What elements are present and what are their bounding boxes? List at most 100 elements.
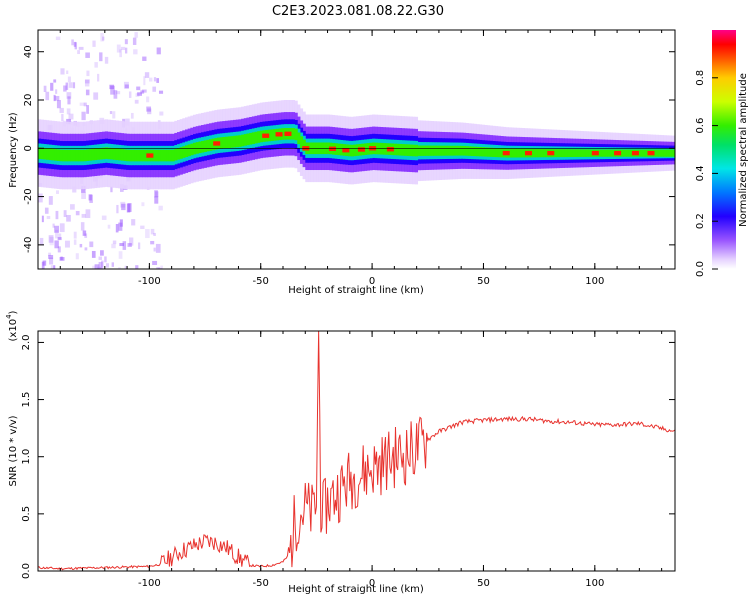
spectrogram-band-cell [48,148,52,161]
spectrogram-noise-cell [53,265,56,269]
snr-x-tick-label: 50 [477,578,490,589]
spectrogram-noise-cell [110,186,113,193]
spectrogram-noise-cell [70,204,75,210]
spectrogram-noise-cell [72,186,77,193]
spectrogram-band-cell [158,149,162,162]
spectrogram-peak-cell [342,148,350,153]
spectrogram-band-cell [91,148,95,161]
spectrogram-band-cell [468,146,472,156]
spectrogram-noise-cell [102,36,105,41]
spectrogram-band-cell [382,143,386,155]
spectrogram-band-cell [671,149,675,157]
spectrogram-band-cell [668,149,672,157]
spectrogram-band-cell [75,149,79,162]
spectrogram-band-cell [51,148,55,161]
spectrogram-band-cell [577,149,582,157]
spectrogram-band-cell [222,136,226,149]
spectrogram-noise-cell [79,102,85,106]
spectrogram-peak-cell [146,153,154,158]
spectrogram-noise-cell [61,113,64,122]
spectrogram-noise-cell [94,62,98,68]
spectrogram-band-cell [452,145,456,156]
spectrogram-noise-cell [112,111,116,119]
spectrogram-noise-cell [129,237,134,246]
spectrogram-noise-cell [101,215,107,220]
spectrogram-band-cell [198,141,202,154]
spectrogram-band-cell [96,148,100,160]
spectrogram-x-tick-label: 100 [585,276,604,287]
spectrogram-noise-cell [88,194,92,201]
snr-y-tick-label: 1.5 [21,392,32,408]
colorbar-tick-label: 0.8 [695,70,706,86]
spectrogram-noise-cell [105,263,110,268]
spectrogram-noise-cell [115,91,121,95]
spectrogram-band-cell [569,149,574,158]
spectrogram-band-cell [607,149,611,157]
spectrogram-noise-cell [49,257,54,265]
snr-plot-area [38,331,675,571]
spectrogram-noise-cell [134,99,139,104]
spectrogram-band-cell [281,128,285,140]
spectrogram-noise-cell [97,266,102,269]
spectrogram-panel: -100 -50 0 50 100 -40 -20 0 20 40 Height of stra… [8,29,676,296]
spectrogram-band-cell [152,149,157,162]
colorbar-tick-label: 0.4 [695,165,706,181]
spectrogram-noise-cell [57,237,62,241]
spectrogram-noise-cell [141,89,147,93]
spectrogram-noise-cell [71,39,74,46]
spectrogram-band-cell [270,129,274,141]
spectrogram-noise-cell [83,102,87,107]
spectrogram-y-ticks: -40 -20 0 20 40 [23,45,675,253]
spectrogram-noise-cell [58,268,61,269]
spectrogram-band-cell [572,149,576,157]
spectrogram-noise-cell [38,193,43,203]
spectrogram-band-cell [553,149,558,158]
spectrogram-peak-cell [614,150,622,156]
spectrogram-noise-cell [124,265,127,269]
spectrogram-band-cell [78,149,82,162]
spectrogram-band-cell [521,148,525,158]
spectrogram-noise-cell [81,192,86,200]
snr-y-tick-label: 1.0 [21,449,32,465]
spectrogram-band-cell [334,143,338,155]
spectrogram-peak-cell [591,150,599,156]
spectrogram-band-cell [479,146,483,157]
spectrogram-noise-cell [72,82,76,89]
spectrogram-band-cell [481,147,485,157]
spectrogram-noise-cell [68,113,74,120]
spectrogram-noise-cell [135,93,140,97]
spectrogram-noise-cell [58,233,62,240]
spectrogram-band-cell [583,149,587,157]
snr-x-axis-label: Height of straight line (km) [288,584,424,595]
spectrogram-band-cell [225,136,229,149]
spectrogram-noise-cell [141,202,145,207]
spectrogram-noise-cell [156,78,160,83]
spectrogram-noise-cell [41,215,44,223]
spectrogram-band-cell [585,149,590,157]
snr-x-tick-label: -100 [138,578,161,589]
spectrogram-band-cell [642,149,646,157]
spectrogram-noise-cell [126,203,131,213]
spectrogram-noise-cell [84,80,90,87]
spectrogram-band-cell [54,149,58,161]
spectrogram-x-ticks: -100 -50 0 50 100 [59,30,663,287]
spectrogram-noise-cell [46,215,51,220]
spectrogram-band-cell [460,145,464,156]
spectrogram-band-cell [436,145,440,156]
spectrogram-noise-cell [146,106,152,112]
spectrogram-noise-cell [133,49,138,55]
snr-frame [37,330,676,572]
spectrogram-noise-cell [91,250,96,258]
spectrogram-band-cell [465,146,469,156]
spectrogram-noise-cell [59,107,64,113]
spectrogram-band-cell [575,149,579,157]
spectrogram-noise-cell [124,84,129,89]
spectrogram-band-cell [535,148,539,158]
spectrogram-noise-cell [81,186,86,193]
chart-title: C2E3.2023.081.08.22.G30 [272,4,444,19]
spectrogram-noise-cell [73,239,77,245]
colorbar: 0.0 0.2 0.4 0.6 0.8 Normalized spectral ampl… [695,30,749,277]
spectrogram-noise-cell [73,41,77,47]
spectrogram-peak-cell [262,133,270,138]
spectrogram-noise-cell [53,79,57,83]
